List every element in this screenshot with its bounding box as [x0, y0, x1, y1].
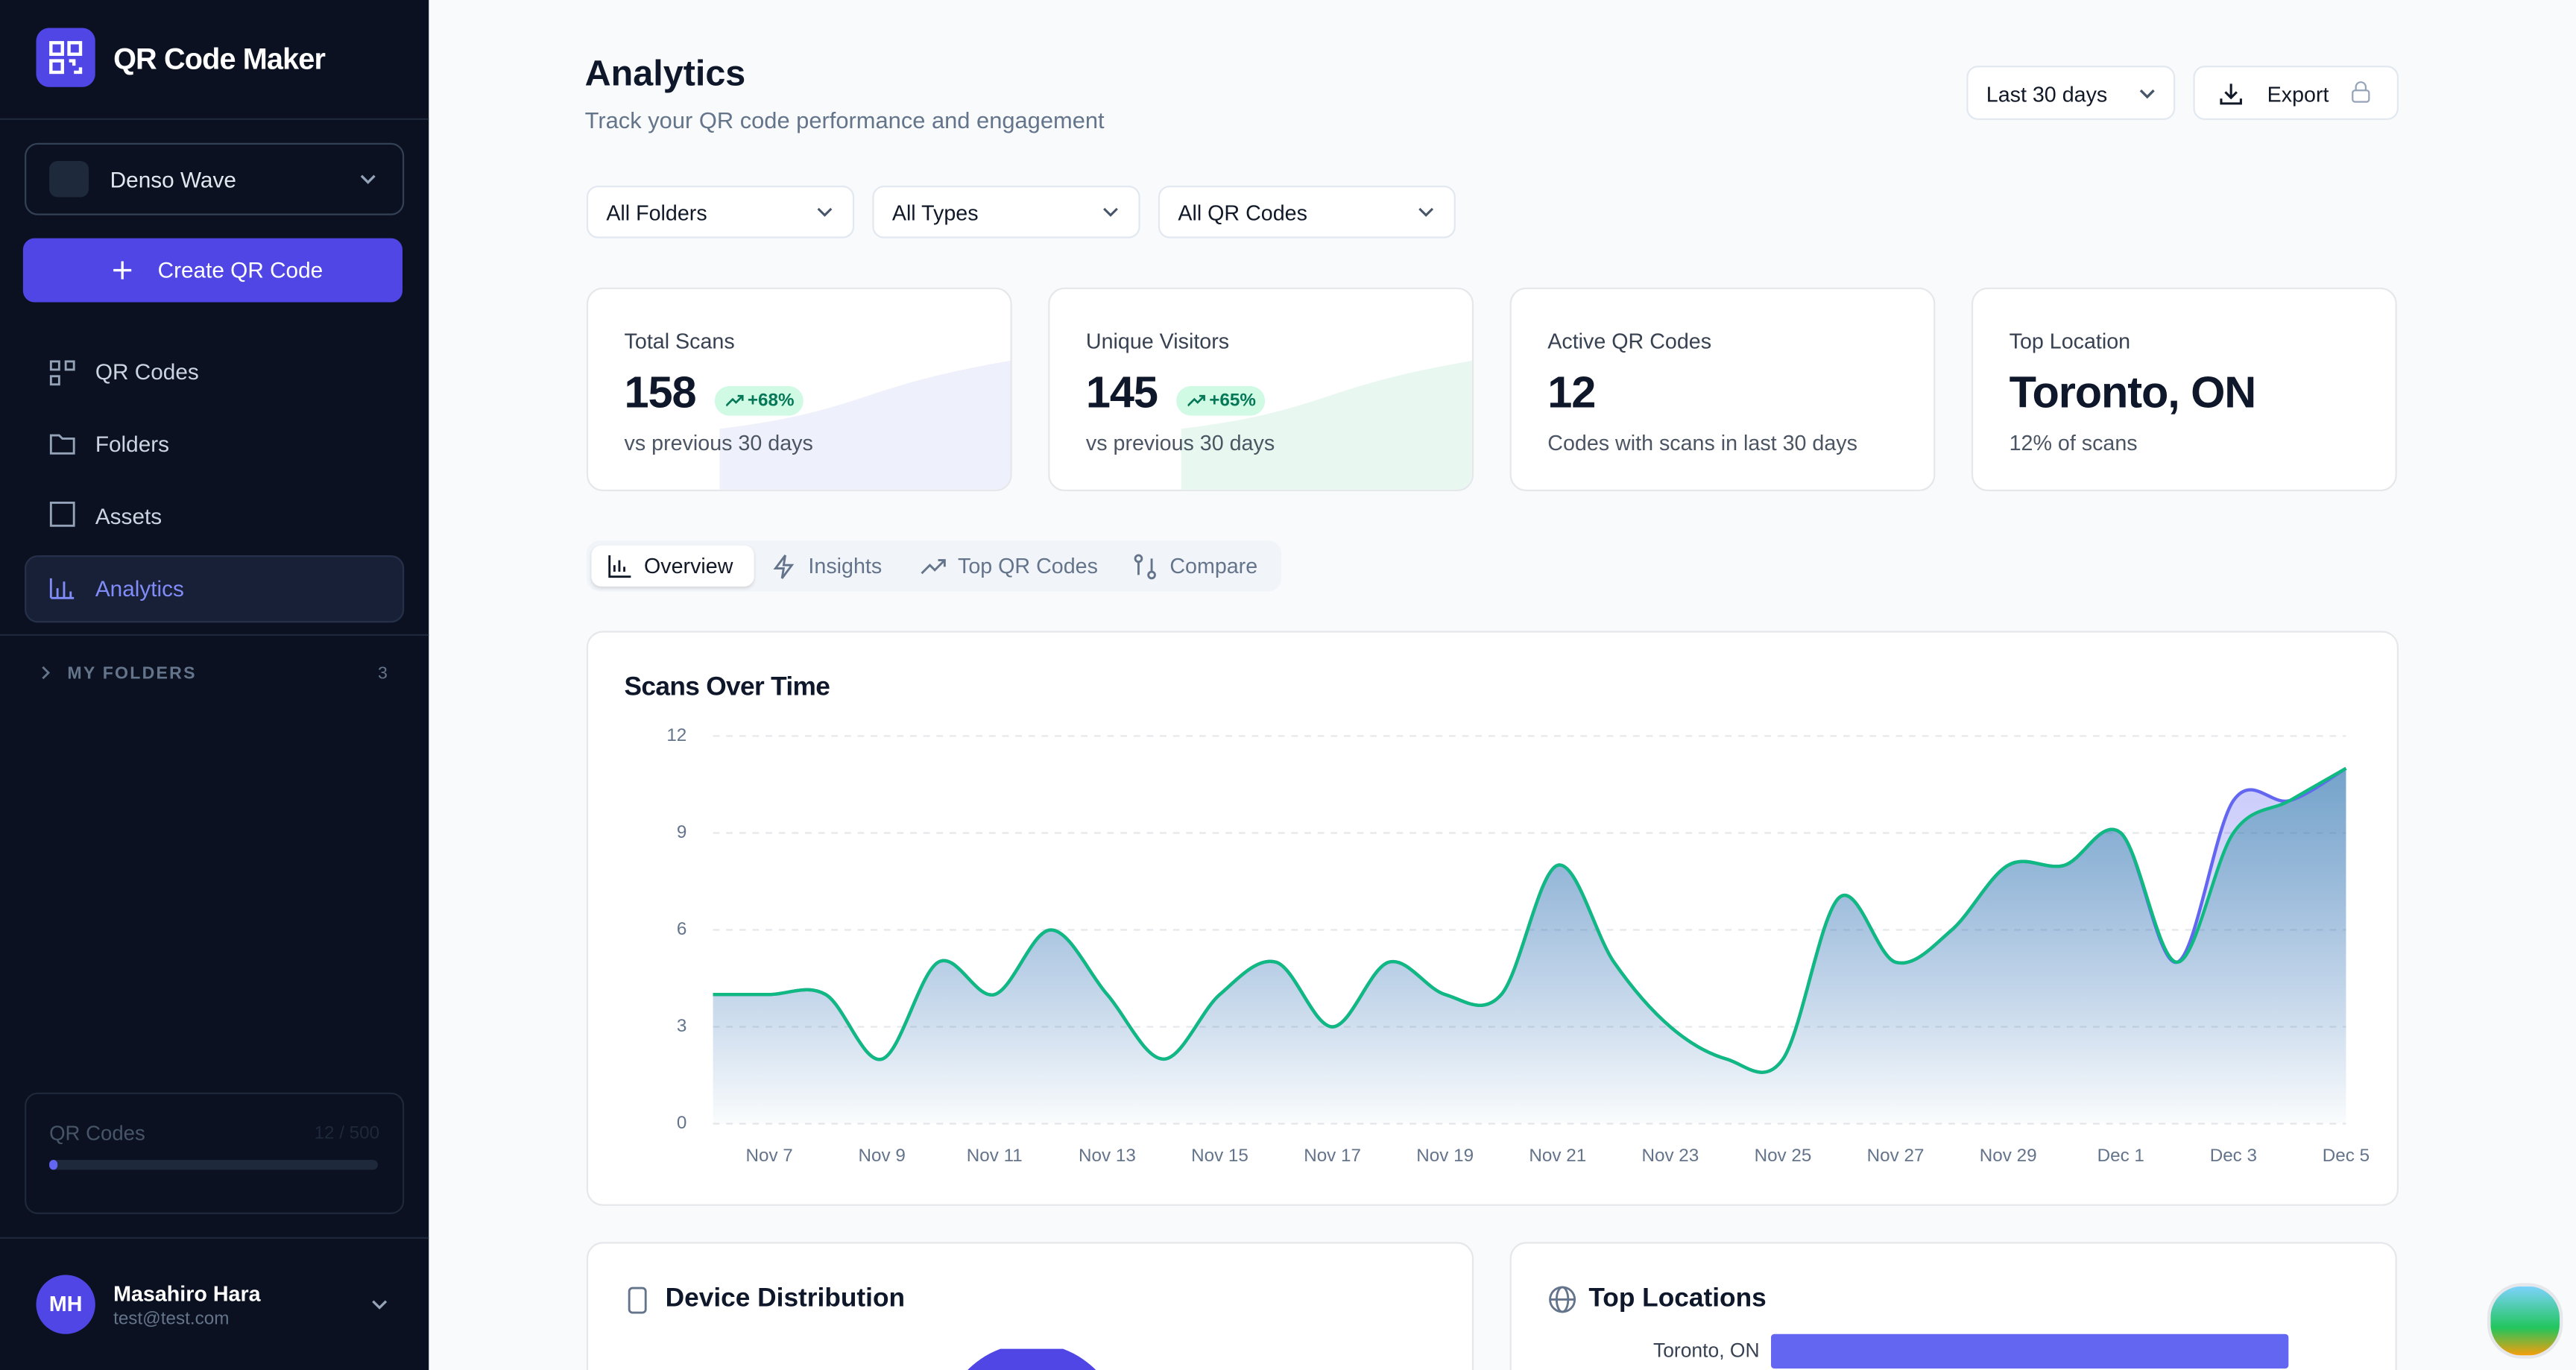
x-tick-label: Nov 7 — [745, 1146, 792, 1166]
stat-card: Active QR Codes 12 Codes with scans in l… — [1509, 287, 1936, 492]
x-tick-label: Dec 5 — [2323, 1146, 2370, 1166]
sidebar: QR Code Maker Denso Wave Create QR Code … — [0, 0, 429, 1370]
avatar[interactable]: MH — [36, 1275, 95, 1334]
page-subtitle: Track your QR code performance and engag… — [584, 107, 1105, 133]
create-label: Create QR Code — [157, 258, 323, 283]
y-tick-label: 0 — [677, 1113, 686, 1133]
workspace: Denso Wave — [110, 167, 236, 192]
nav-icons — [49, 360, 75, 599]
x-tick-label: Dec 1 — [2097, 1146, 2144, 1166]
folders-count: 3 — [377, 663, 388, 684]
stat-label: Top Location — [2009, 328, 2131, 353]
location-label: Toronto, ON — [1652, 1339, 1760, 1363]
chart-title: Scans Over Time — [624, 673, 830, 702]
y-tick-label: 3 — [677, 1016, 686, 1036]
area — [713, 768, 2346, 1124]
x-tick-label: Nov 29 — [1980, 1146, 2037, 1166]
tab-icons — [608, 554, 1156, 580]
date-range[interactable]: Last 30 days — [1966, 66, 2176, 120]
filter-select[interactable]: All Types — [872, 186, 1140, 239]
page-title: Analytics — [584, 52, 746, 94]
stat-note: Codes with scans in last 30 days — [1547, 430, 1857, 455]
chart-card: Scans Over Time 0 3 6 9 12 Nov 7 Nov 9 Nov 11 No… — [586, 631, 2399, 1206]
x-tick-label: Dec 3 — [2210, 1146, 2257, 1166]
folders-label[interactable]: MY FOLDERS — [67, 663, 197, 684]
nav-item[interactable]: Analytics — [95, 576, 184, 602]
tab[interactable]: Top QR Codes — [957, 553, 1098, 578]
export-label: Export — [2267, 82, 2329, 107]
quota-label: QR Codes — [49, 1122, 145, 1146]
workspace-select[interactable]: Denso Wave — [25, 142, 405, 215]
x-tick-label: Nov 19 — [1416, 1146, 1474, 1166]
y-tick-label: 6 — [677, 919, 686, 939]
filter-label: All Folders — [606, 200, 707, 225]
stat-value: 158 — [624, 367, 697, 417]
x-tick-label: Nov 11 — [967, 1146, 1023, 1166]
x-tick-label: Nov 9 — [859, 1146, 906, 1166]
nav-item[interactable]: Assets — [95, 504, 162, 529]
tab[interactable]: Insights — [808, 553, 883, 578]
filter-label: All QR Codes — [1178, 200, 1307, 225]
x-tick-label: Nov 13 — [1079, 1146, 1136, 1166]
date-range-label: Last 30 days — [1986, 82, 2108, 107]
locations-card: Top Locations Toronto, ON — [1509, 1242, 2397, 1370]
quota-usage: 12 / 500 — [314, 1123, 380, 1144]
create-button[interactable]: Create QR Code — [22, 238, 403, 303]
stat-card: Top Location Toronto, ON 12% of scans — [1971, 287, 2397, 492]
stat-value: 145 — [1085, 367, 1158, 417]
stat-change: +68% — [714, 385, 804, 416]
nav-item[interactable]: QR Codes — [95, 359, 199, 385]
stat-value: Toronto, ON — [2009, 367, 2257, 417]
location-bar — [1771, 1333, 2289, 1369]
tab[interactable]: Compare — [1169, 553, 1258, 578]
y-tick-label: 12 — [666, 725, 686, 745]
export-button[interactable]: Export — [2193, 66, 2399, 120]
x-tick-label: Nov 27 — [1867, 1146, 1925, 1166]
x-tick-label: Nov 25 — [1755, 1146, 1812, 1166]
logo — [36, 28, 95, 87]
filter-select[interactable]: All QR Codes — [1158, 186, 1456, 239]
user-email: test@test.com — [113, 1309, 230, 1330]
stat-value: 12 — [1547, 367, 1596, 417]
tab[interactable]: Overview — [644, 553, 733, 578]
stat-note: vs previous 30 days — [1085, 430, 1275, 455]
stat-note: 12% of scans — [2009, 430, 2138, 455]
stat-label: Unique Visitors — [1085, 328, 1230, 353]
stat-change: +65% — [1176, 385, 1266, 416]
device-title: Device Distribution — [665, 1284, 906, 1313]
y-tick-label: 9 — [677, 822, 686, 842]
filter-label: All Types — [891, 200, 979, 225]
line — [713, 766, 2347, 1074]
x-tick-label: Nov 21 — [1529, 1146, 1586, 1166]
quota-box: QR Codes 12 / 500 — [25, 1092, 405, 1214]
x-tick-label: Nov 15 — [1191, 1146, 1248, 1166]
nav-active — [25, 555, 405, 623]
stat-note: vs previous 30 days — [624, 430, 813, 455]
stat-label: Total Scans — [624, 328, 735, 353]
nav-item[interactable]: Folders — [95, 432, 170, 457]
stat-card: Total Scans 158 +68% vs previous 30 days — [586, 287, 1012, 492]
assistant-button[interactable] — [2487, 1283, 2563, 1359]
x-tick-label: Nov 17 — [1304, 1146, 1361, 1166]
app-name: QR Code Maker — [113, 42, 326, 76]
locations-title: Top Locations — [1588, 1284, 1767, 1313]
stat-label: Active QR Codes — [1547, 328, 1712, 353]
filter-select[interactable]: All Folders — [586, 186, 855, 239]
stat-card: Unique Visitors 145 +65% vs previous 30 … — [1048, 287, 1474, 492]
device-card: Device Distribution — [586, 1242, 1474, 1370]
chart: 0 3 6 9 12 Nov 7 Nov 9 Nov 11 Nov 13 Nov 15 Nov 17… — [666, 725, 2370, 1166]
user-name: Masahiro Hara — [113, 1281, 261, 1307]
x-tick-label: Nov 23 — [1641, 1146, 1699, 1166]
